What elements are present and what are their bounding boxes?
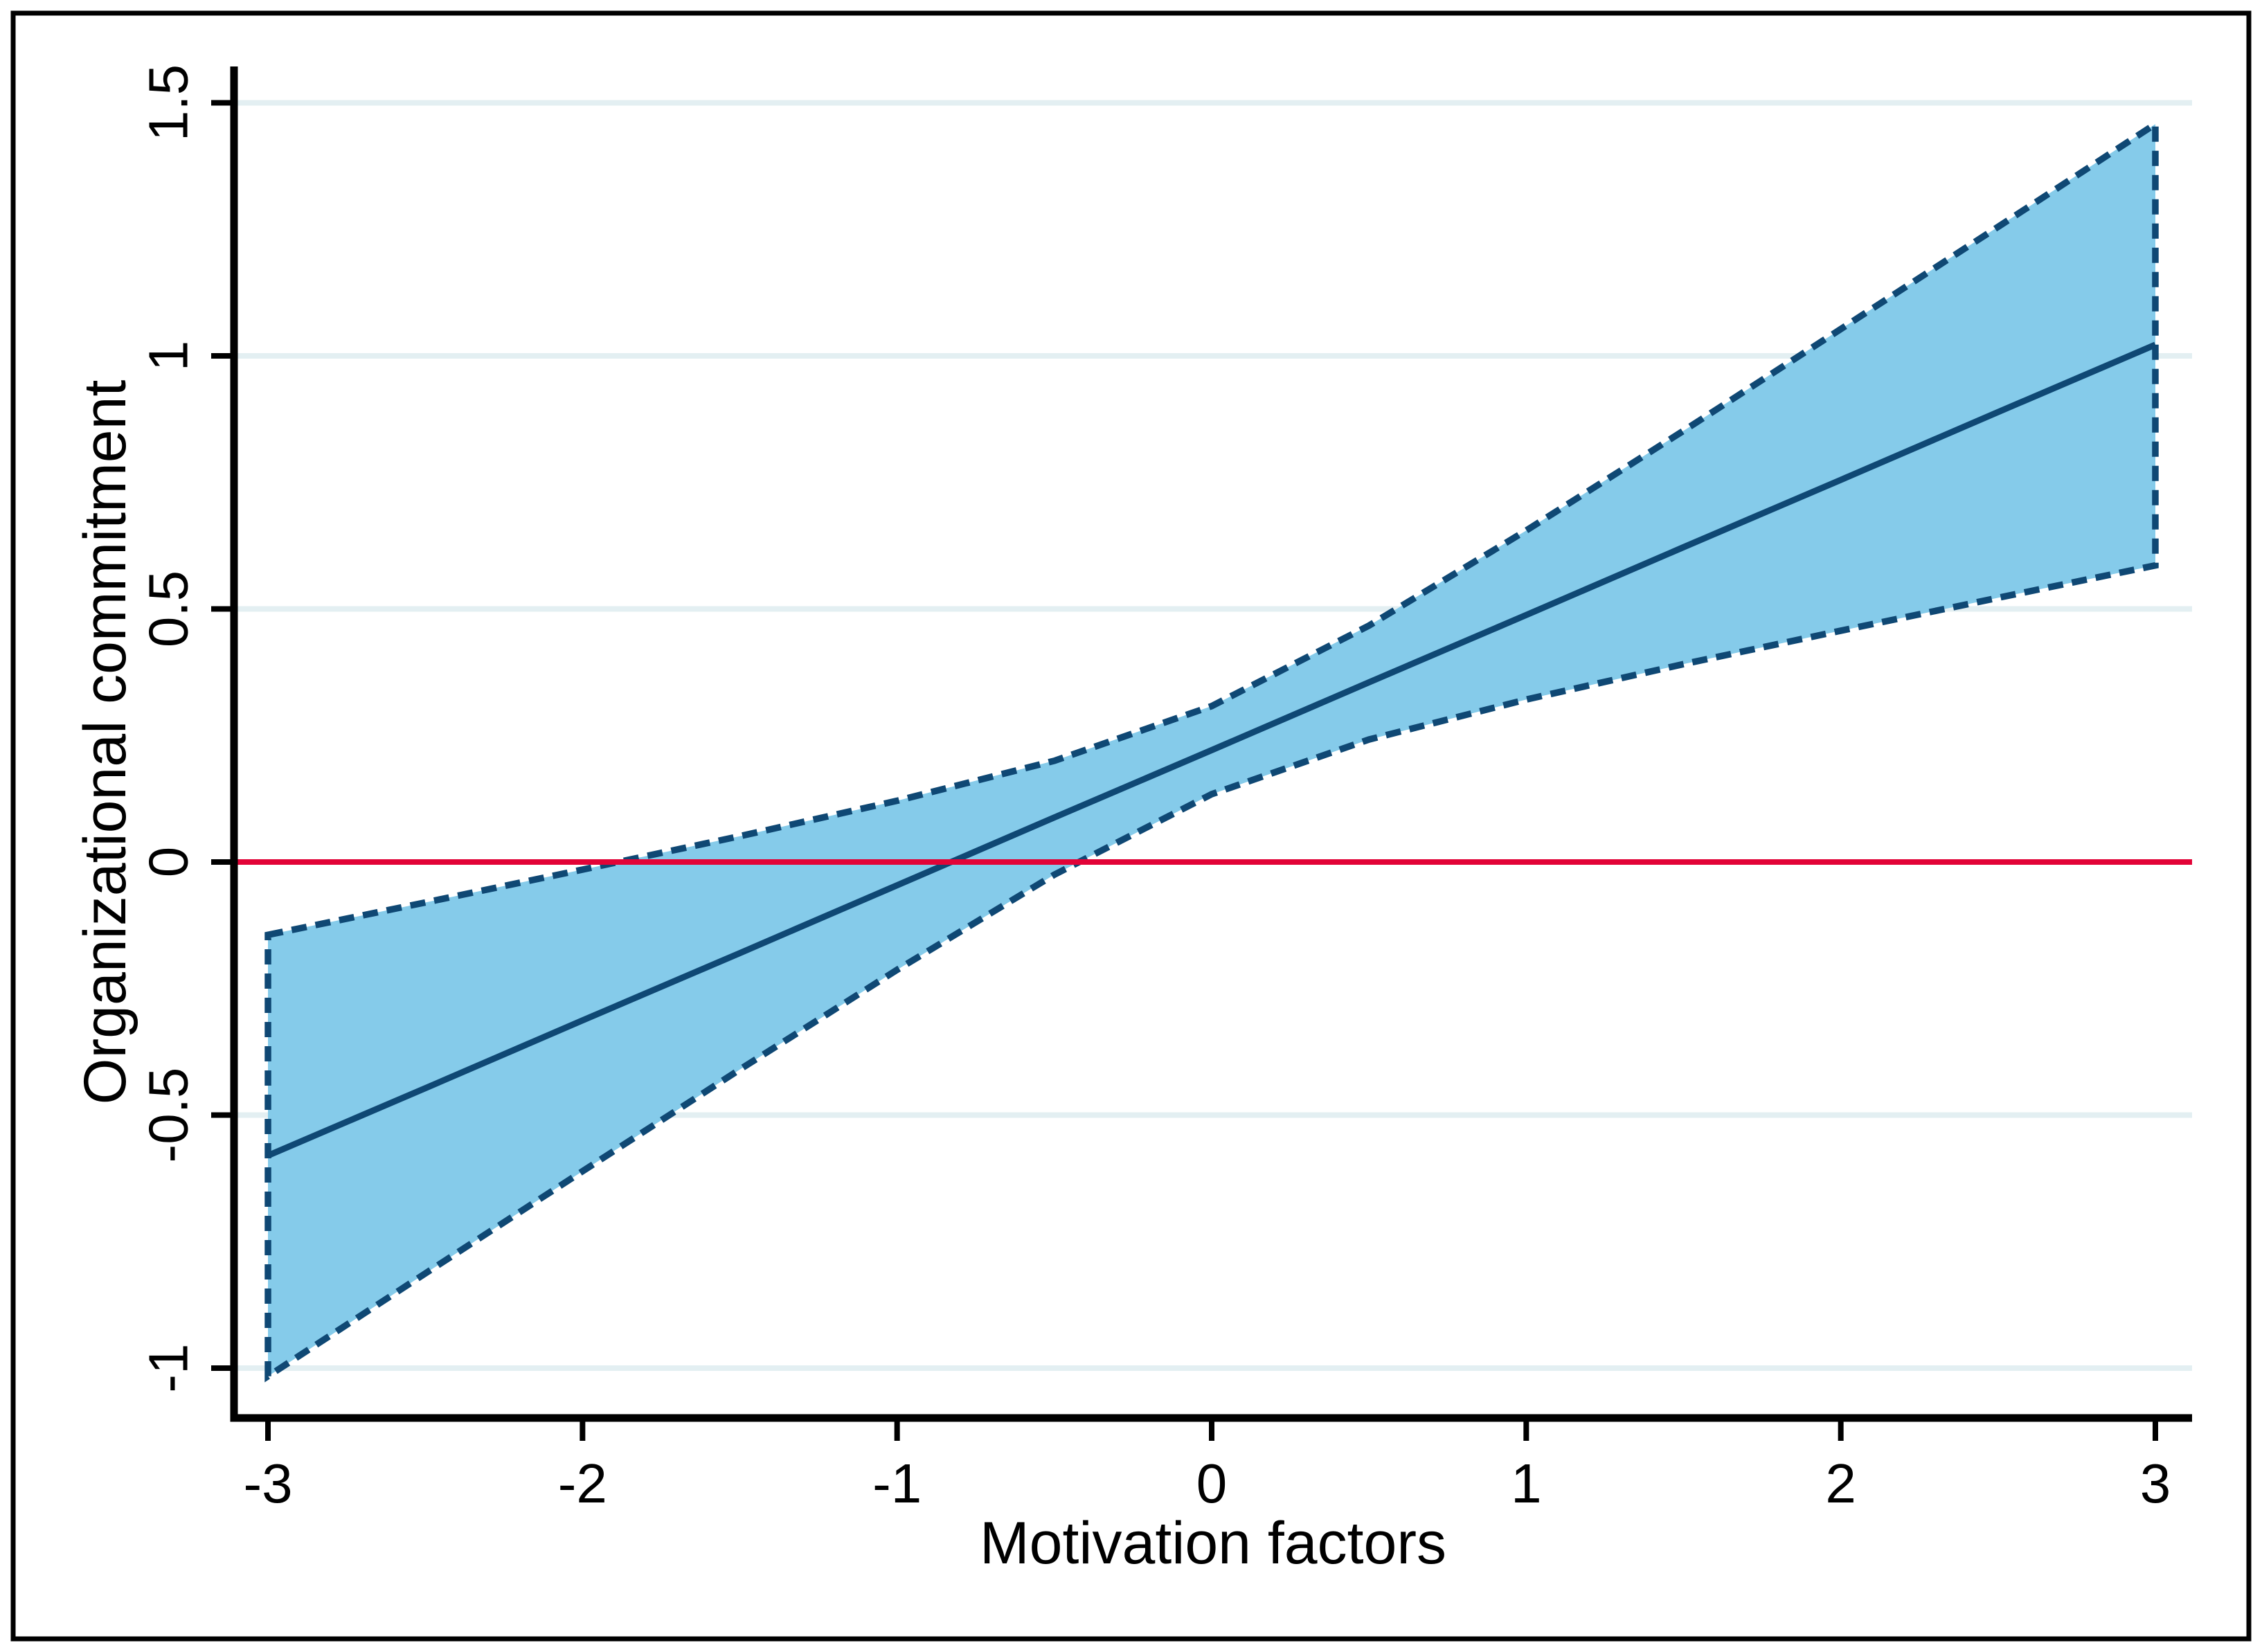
x-tick-label: 0 — [1196, 1453, 1228, 1514]
x-tick-label: 3 — [2140, 1453, 2171, 1514]
x-tick-label: 2 — [1825, 1453, 1856, 1514]
y-axis-title: Organizational commitment — [72, 380, 138, 1105]
y-tick-label: -1 — [138, 1343, 199, 1392]
y-tick-label: 1 — [138, 341, 199, 372]
x-tick-label: -1 — [872, 1453, 922, 1514]
x-tick-label: -3 — [243, 1453, 292, 1514]
x-axis-title: Motivation factors — [980, 1510, 1446, 1577]
y-tick-label: -0.5 — [138, 1068, 199, 1163]
y-tick-label: 1.5 — [138, 64, 199, 141]
x-tick-label: -2 — [558, 1453, 607, 1514]
y-tick-label: 0 — [138, 847, 199, 878]
y-tick-label: 0.5 — [138, 571, 199, 647]
fitted-line — [267, 341, 2157, 1159]
x-tick-label: 1 — [1511, 1453, 1542, 1514]
figure-border — [10, 10, 2252, 1642]
